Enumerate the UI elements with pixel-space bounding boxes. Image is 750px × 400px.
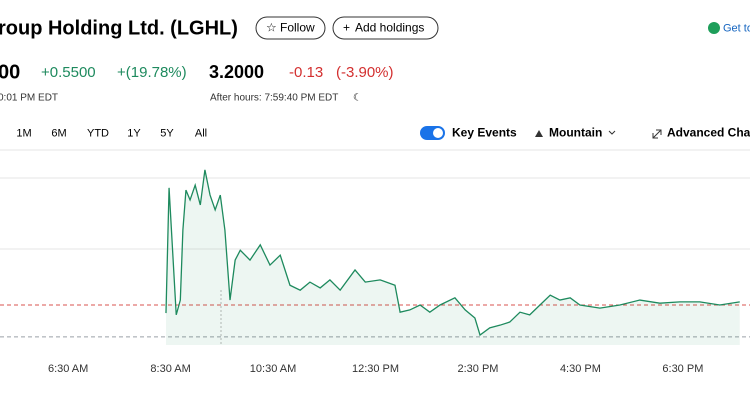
get-icon <box>708 22 720 34</box>
title: roup Holding Ltd. (LGHL) <box>0 17 238 39</box>
range-tab[interactable]: 1Y <box>127 127 141 139</box>
get-link[interactable]: Get to <box>723 22 750 34</box>
expand-icon <box>652 129 662 139</box>
moon-icon: ☾ <box>353 93 362 104</box>
x-tick-label: 4:30 PM <box>560 363 601 375</box>
time: 0:01 PM EDT <box>0 93 58 104</box>
mountain-icon <box>535 130 543 137</box>
x-tick-label: 2:30 PM <box>457 363 498 375</box>
x-tick-label: 12:30 PM <box>352 363 399 375</box>
x-tick-label: 10:30 AM <box>250 363 296 375</box>
x-tick-label: 6:30 PM <box>662 363 703 375</box>
follow-button[interactable] <box>255 16 326 40</box>
price-line <box>165 169 740 337</box>
after-change: -0.13 <box>289 64 323 81</box>
after-time: After hours: 7:59:40 PM EDT <box>210 93 338 104</box>
add-holdings-button[interactable] <box>332 16 439 40</box>
price: 00 <box>0 61 20 83</box>
range-tab[interactable]: All <box>195 127 207 139</box>
after-price: 3.2000 <box>209 62 264 82</box>
advanced-chart-label[interactable]: Advanced Char <box>667 126 750 140</box>
range-tab[interactable]: 6M <box>51 127 66 139</box>
chevron-icon <box>608 130 616 135</box>
follow-label: Follow <box>280 21 315 35</box>
x-tick-label: 6:30 AM <box>48 363 88 375</box>
range-tab[interactable]: YTD <box>87 127 109 139</box>
change-pct: +(19.78%) <box>117 64 187 81</box>
toggle-knob <box>433 128 443 138</box>
area-fill <box>165 169 740 345</box>
plus-icon: + <box>343 21 350 35</box>
plot: 6:30 AM 8:30 AM 10:30 AM 12:30 PM 2:30 PM 4:3… <box>0 169 750 375</box>
range-tabs: 1M 6M YTD 1Y 5Y All <box>16 127 207 139</box>
key-events-label[interactable]: Key Events <box>452 126 517 140</box>
add-holdings-label: Add holdings <box>355 21 424 35</box>
range-tab[interactable]: 5Y <box>160 127 174 139</box>
range-tab[interactable]: 1M <box>16 127 31 139</box>
x-tick-label: 8:30 AM <box>150 363 190 375</box>
chart-type-label[interactable]: Mountain <box>549 126 602 140</box>
after-change-pct: (-3.90%) <box>336 64 394 81</box>
change: +0.5500 <box>41 64 96 81</box>
star-icon: ☆ <box>266 21 277 35</box>
